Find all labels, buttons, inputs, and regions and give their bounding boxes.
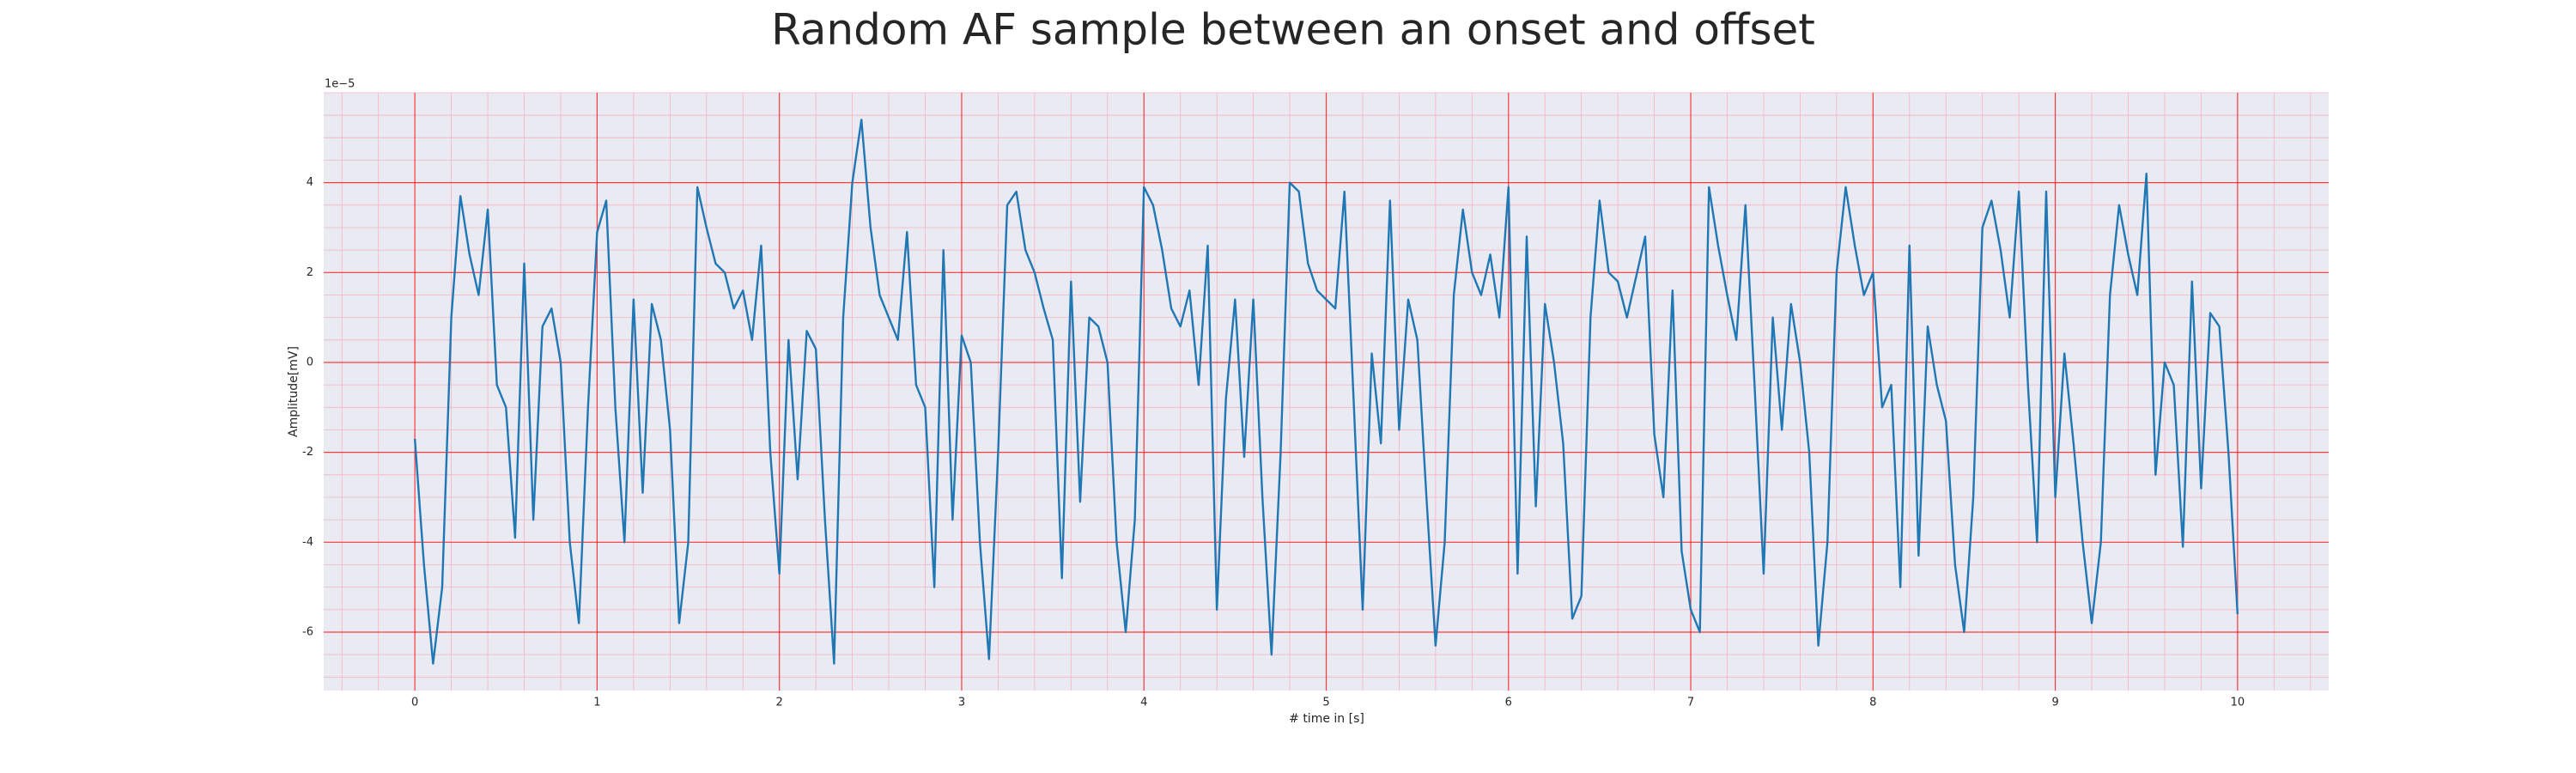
y-tick-label: 4 [307,176,313,189]
y-tick-label: -2 [302,446,313,459]
x-tick-label: 0 [411,697,418,709]
data-line [413,119,2239,665]
x-tick-label: 2 [776,697,783,709]
y-tick-label: -6 [302,625,313,638]
y-axis-label: Amplitude[mV] [287,346,301,437]
x-tick-label: 9 [2051,697,2058,709]
y-tick-label: 0 [307,356,313,368]
x-tick-label: 8 [1869,697,1876,709]
y-tick-label: 2 [307,266,313,279]
y-tick-label: -4 [302,536,313,549]
x-tick-label: 4 [1140,697,1147,709]
x-axis-label: # time in [s] [1289,712,1364,726]
x-tick-label: 1 [593,697,600,709]
x-tick-label: 6 [1505,697,1512,709]
x-tick-label: 3 [958,697,965,709]
offset-label: 1e−5 [325,78,355,91]
chart-title: Random AF sample between an onset and of… [771,5,1815,55]
x-tick-label: 5 [1322,697,1329,709]
plot-area [324,92,2329,691]
x-tick-label: 7 [1687,697,1694,709]
x-tick-label: 10 [2231,697,2245,709]
